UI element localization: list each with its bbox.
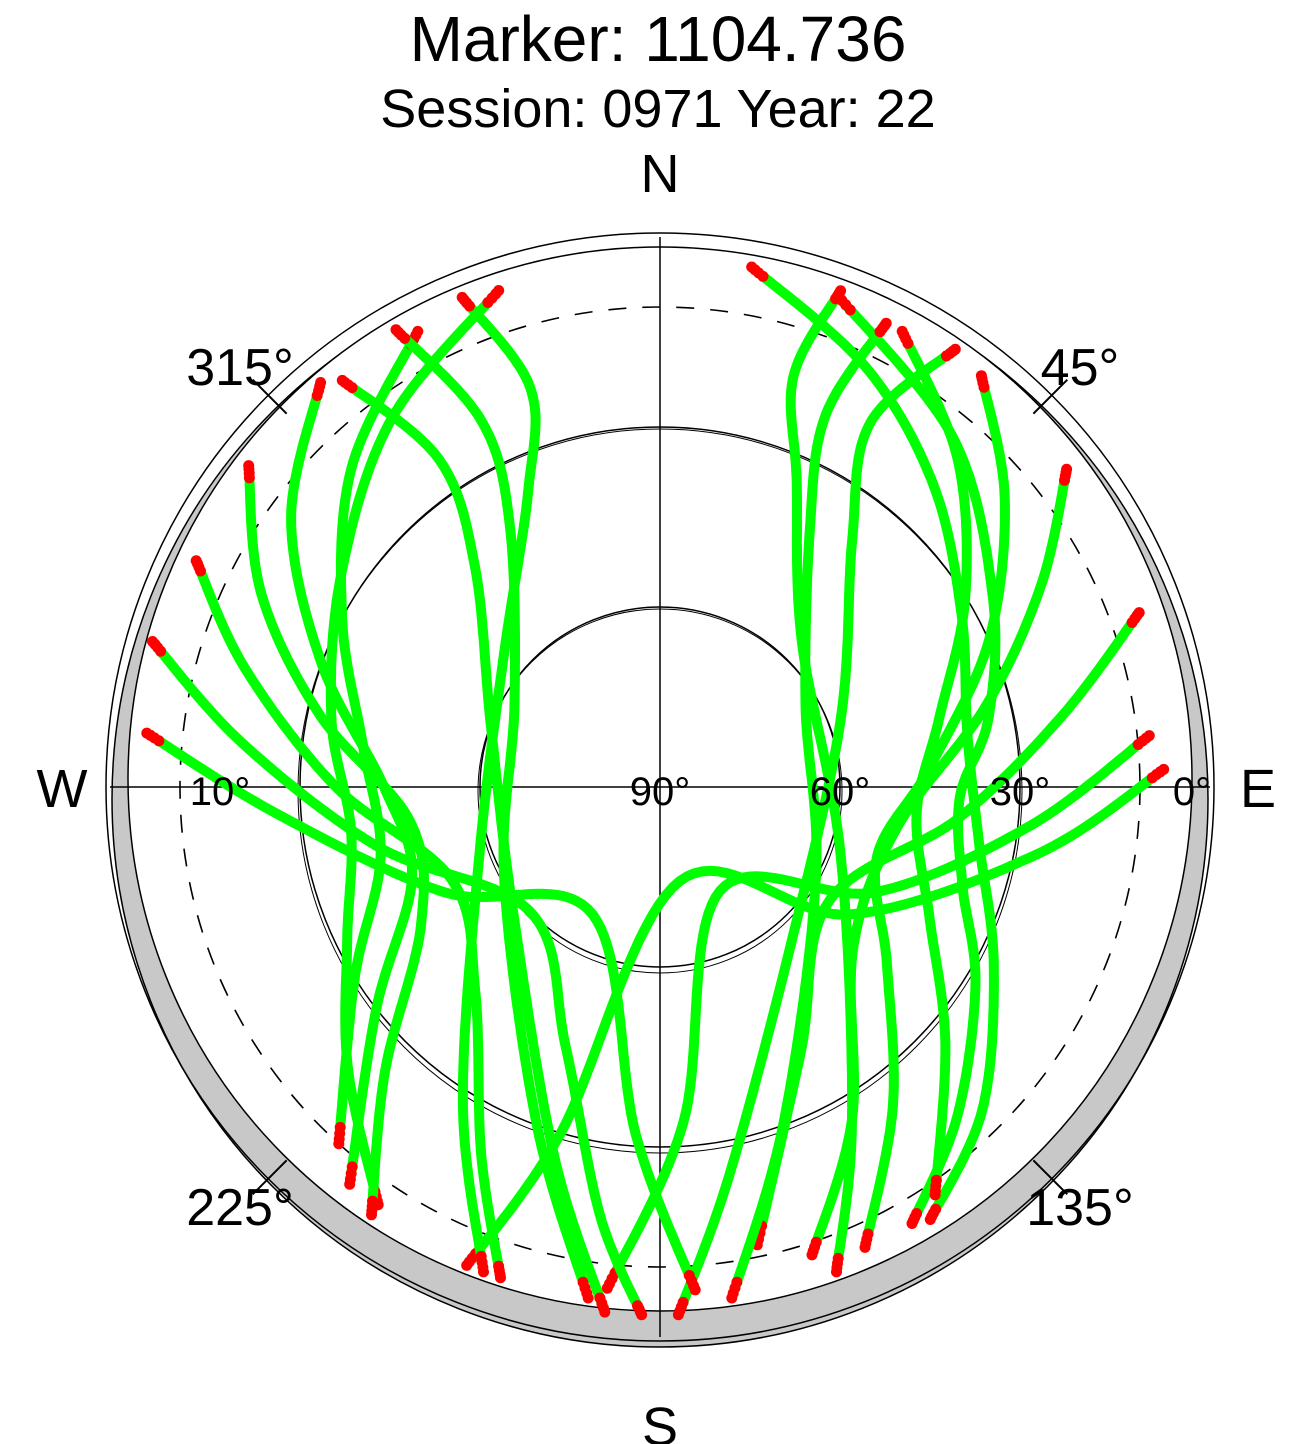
low-elevation-point	[461, 1259, 473, 1271]
satellite-track-4	[859, 370, 1010, 1253]
chart-title: Marker: 1104.736	[409, 3, 907, 75]
satellite-track-19	[390, 324, 594, 1304]
track-line-9	[726, 318, 892, 1303]
axis-labels: N S E W 45° 135° 225° 315° 0° 30° 60° 90…	[37, 144, 1277, 1444]
track-line-7	[602, 730, 1155, 1294]
track-line-19	[391, 324, 594, 1303]
low-elevation-point	[1126, 617, 1138, 628]
low-elevation-point	[726, 1292, 738, 1304]
satellite-track-17	[147, 636, 648, 1321]
low-elevation-point	[155, 645, 167, 657]
low-elevation-point	[195, 565, 206, 577]
low-elevation-point	[830, 293, 842, 305]
azimuth-label-315: 315°	[186, 339, 294, 397]
cardinal-east: E	[1240, 759, 1276, 819]
azimuth-label-225: 225°	[186, 1179, 294, 1237]
low-elevation-point	[978, 381, 990, 393]
low-elevation-point	[478, 1266, 489, 1278]
low-elevation-point	[153, 735, 165, 747]
low-elevation-point	[859, 1241, 871, 1253]
low-elevation-point	[929, 1189, 941, 1201]
low-elevation-point	[902, 337, 914, 349]
low-elevation-point	[582, 1292, 594, 1304]
track-line-4	[860, 370, 1010, 1253]
low-elevation-point	[1132, 739, 1144, 750]
low-elevation-point	[844, 304, 856, 316]
low-elevation-point	[344, 1178, 356, 1190]
low-elevation-point	[689, 1284, 701, 1296]
low-elevation-point	[806, 1249, 818, 1261]
low-elevation-point	[463, 300, 475, 312]
elevation-label-30: 30°	[990, 770, 1051, 814]
low-elevation-point	[672, 1309, 684, 1321]
low-elevation-point	[346, 382, 358, 394]
satellite-tracks	[141, 261, 1170, 1321]
low-elevation-point	[906, 1218, 918, 1229]
horizon-outline	[105, 232, 1215, 1342]
elevation-label-90: 90°	[630, 770, 691, 814]
cardinal-north: N	[641, 144, 680, 204]
low-elevation-point	[366, 1209, 377, 1221]
low-elevation-point	[757, 270, 769, 282]
low-elevation-point	[924, 1214, 936, 1225]
track-line-15	[243, 460, 429, 1220]
low-elevation-point	[1059, 474, 1070, 486]
low-elevation-point	[243, 472, 255, 484]
low-elevation-point	[482, 297, 494, 308]
satellite-track-10	[672, 343, 961, 1321]
cardinal-west: W	[37, 759, 88, 819]
low-elevation-point	[399, 332, 411, 344]
satellite-track-21	[456, 291, 541, 1278]
elevation-label-10: 10°	[190, 770, 251, 814]
elevation-label-60: 60°	[810, 770, 871, 814]
azimuth-tick-135	[1032, 1159, 1069, 1196]
low-elevation-point	[311, 390, 323, 401]
low-elevation-point	[333, 1138, 345, 1150]
low-elevation-point	[874, 326, 886, 338]
satellite-track-11	[785, 285, 858, 1278]
azimuth-tick-225	[251, 1159, 288, 1196]
azimuth-label-135: 135°	[1026, 1179, 1134, 1237]
track-line-17	[147, 636, 647, 1320]
low-elevation-point	[601, 1282, 613, 1294]
satellite-track-18	[141, 727, 701, 1296]
low-elevation-point	[495, 1272, 506, 1284]
chart-subtitle: Session: 0971 Year: 22	[380, 79, 936, 139]
satellite-track-1	[833, 291, 1001, 1229]
low-elevation-point	[599, 1306, 611, 1318]
elevation-label-0: 0°	[1173, 770, 1211, 814]
low-elevation-point	[1146, 772, 1158, 784]
low-elevation-point	[831, 1266, 842, 1278]
azimuth-tick-315	[251, 378, 288, 415]
cardinal-south: S	[642, 1397, 678, 1444]
low-elevation-point	[940, 350, 952, 362]
azimuth-label-45: 45°	[1041, 339, 1120, 397]
track-line-21	[457, 292, 541, 1277]
azimuth-tick-45	[1032, 378, 1069, 415]
satellite-track-9	[726, 317, 892, 1304]
track-line-1	[833, 291, 1001, 1229]
track-line-11	[785, 285, 858, 1277]
satellite-track-7	[601, 730, 1155, 1294]
track-line-10	[673, 344, 961, 1320]
satellite-track-15	[243, 460, 429, 1221]
track-line-18	[141, 728, 701, 1295]
low-elevation-point	[636, 1309, 648, 1321]
